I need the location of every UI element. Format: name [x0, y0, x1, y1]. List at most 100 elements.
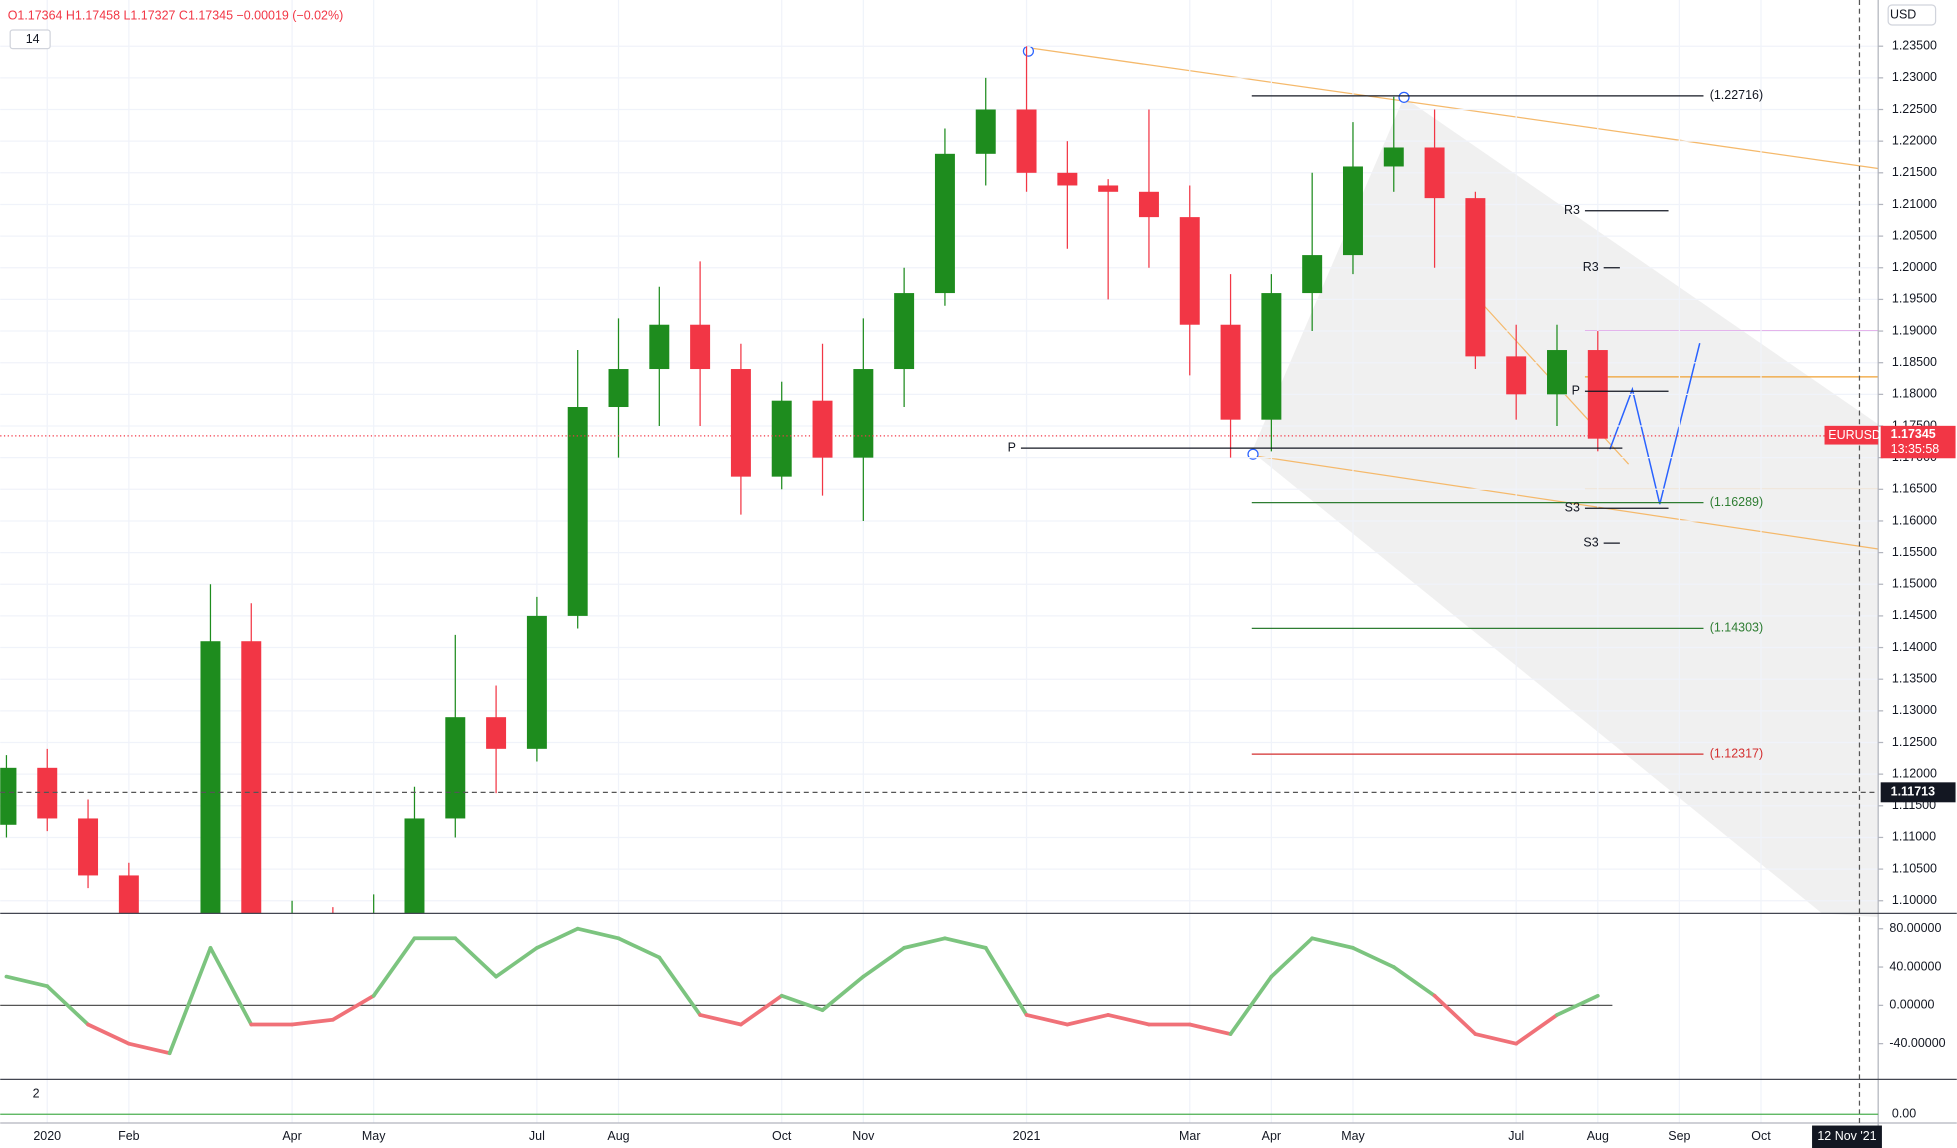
candle-body — [445, 717, 466, 819]
symbol-label: EURUSD — [1828, 428, 1881, 442]
y-tick-label: 1.19000 — [1892, 323, 1937, 337]
x-tick-label: Apr — [282, 1129, 301, 1143]
y-tick-label: 1.10000 — [1892, 893, 1937, 907]
y-tick-label: 1.16000 — [1892, 513, 1937, 527]
osc-tick-label: 40.00000 — [1889, 959, 1941, 973]
currency: USD — [1890, 7, 1916, 21]
x-tick-label: Feb — [118, 1129, 140, 1143]
ohlc-header: O1.17364 H1.17458 L1.17327 C1.17345 −0.0… — [8, 9, 344, 23]
y-tick-label: 1.20500 — [1892, 228, 1937, 242]
osc-segment — [1432, 993, 1478, 1036]
candle-body — [486, 717, 507, 749]
pivot-label: S3 — [1583, 535, 1598, 549]
y-tick-label: 1.23000 — [1892, 70, 1937, 84]
osc-segment — [167, 946, 213, 1056]
y-tick-label: 1.21000 — [1892, 197, 1937, 211]
indicator-badge[interactable] — [9, 29, 51, 50]
channel — [1251, 97, 1879, 918]
y-tick-label: 1.16500 — [1892, 482, 1937, 496]
crosshair-price: 1.11713 — [1891, 785, 1935, 799]
candles — [0, 46, 1608, 914]
anchor-point — [1022, 45, 1035, 57]
candle-body — [1220, 324, 1241, 420]
y-tick-label: 1.19500 — [1892, 292, 1937, 306]
candle-body — [812, 400, 833, 458]
candle-body — [0, 767, 17, 825]
osc-segment — [535, 926, 580, 950]
anchor-point — [1247, 448, 1259, 460]
osc-tick-label: -40.00000 — [1889, 1036, 1945, 1050]
osc-segment — [1269, 936, 1315, 979]
candle-body — [1302, 255, 1323, 294]
x-tick-label: Sep — [1668, 1129, 1690, 1143]
osc-segment — [126, 1041, 172, 1056]
x-tick-label: 2021 — [1013, 1129, 1041, 1143]
x-tick-label: Apr — [1262, 1129, 1281, 1143]
osc-segment — [779, 993, 825, 1013]
x-tick-label: Jul — [529, 1129, 545, 1143]
osc-segment — [1473, 1032, 1519, 1046]
x-tick-label: Mar — [1179, 1129, 1200, 1143]
candle-body — [1465, 198, 1486, 357]
candle-body — [1547, 350, 1567, 395]
osc-segment — [861, 946, 907, 979]
candle-body — [526, 615, 547, 749]
osc-segment — [1514, 1013, 1559, 1046]
osc-segment — [739, 993, 784, 1027]
osc-segment — [331, 993, 376, 1022]
osc-segment — [1310, 936, 1355, 950]
anchor-point — [1398, 91, 1410, 103]
crosshair-tag — [1880, 782, 1956, 803]
osc-segment — [86, 1022, 131, 1046]
osc-segment — [902, 936, 947, 950]
candle-body — [1383, 147, 1404, 167]
osc-segment — [371, 936, 417, 998]
candle-body — [118, 875, 139, 914]
osc-segment — [1351, 946, 1396, 969]
x-tick-label: Aug — [607, 1129, 629, 1143]
candle-body — [608, 369, 629, 408]
x-tick-label: 2020 — [33, 1129, 61, 1143]
osc-tick-label: 80.00000 — [1889, 921, 1941, 935]
candle-body — [200, 641, 221, 914]
level-label: (1.12317) — [1710, 746, 1763, 760]
candle-body — [404, 818, 425, 914]
osc-segment — [1228, 974, 1274, 1036]
y-tick-label: 1.12000 — [1892, 766, 1937, 780]
x-tick-label: Oct — [772, 1129, 792, 1143]
x-tick-label: Nov — [852, 1129, 875, 1143]
crosshair-date-tag — [1812, 1125, 1882, 1148]
y-tick-label: 1.13500 — [1892, 671, 1937, 685]
osc-segment — [820, 974, 866, 1013]
osc-segment — [494, 946, 539, 979]
candle-body — [241, 641, 262, 914]
x-tick-label: Jul — [1508, 1129, 1524, 1143]
y-tick-label: 1.13000 — [1892, 703, 1937, 717]
candle-body — [934, 153, 955, 294]
level-label: (1.22716) — [1710, 88, 1763, 102]
osc-segment — [1187, 1022, 1233, 1036]
indicator-length: 14 — [26, 32, 40, 46]
x-tick-label: Aug — [1587, 1129, 1609, 1143]
y-tick-label: 1.15000 — [1892, 577, 1937, 591]
pivot-label: R3 — [1583, 260, 1599, 274]
osc-segment — [1024, 1013, 1070, 1027]
price-tag — [1880, 425, 1956, 459]
candle-body — [1098, 185, 1119, 192]
candle-body — [1057, 172, 1078, 186]
y-tick-label: 1.15500 — [1892, 545, 1937, 559]
y-tick-label: 1.11000 — [1892, 830, 1936, 844]
osc-segment — [616, 936, 662, 960]
candle-body — [1016, 109, 1037, 173]
currency-button[interactable] — [1887, 4, 1937, 26]
y-tick-label: 1.23500 — [1892, 39, 1937, 53]
y-tick-label: 1.21500 — [1892, 165, 1937, 179]
osc-segment — [983, 946, 1029, 1017]
candle-body — [567, 407, 588, 616]
x-tick-label: Oct — [1751, 1129, 1771, 1143]
symbol-tag — [1824, 425, 1879, 445]
candle-body — [771, 400, 792, 477]
y-tick-label: 1.20000 — [1892, 260, 1937, 274]
level-label: (1.14303) — [1710, 621, 1763, 635]
osc-segment — [657, 955, 702, 1017]
